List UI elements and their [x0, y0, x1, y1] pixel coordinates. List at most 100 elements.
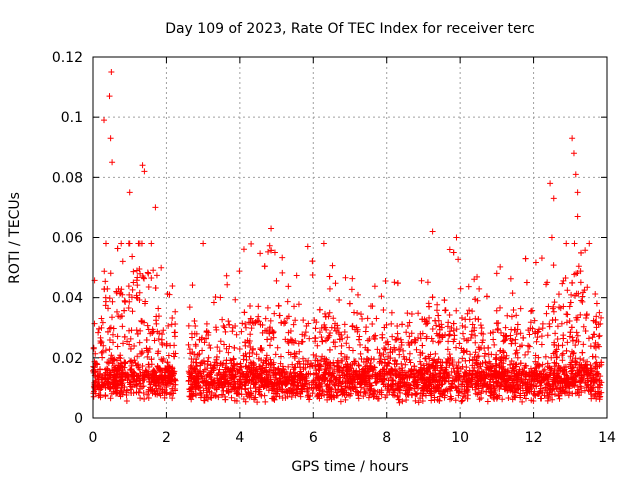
- data-point: [322, 313, 329, 320]
- data-point: [429, 338, 436, 345]
- data-point: [477, 361, 484, 368]
- data-point: [193, 356, 200, 363]
- data-point: [99, 319, 106, 326]
- data-point: [295, 358, 302, 365]
- data-point: [478, 368, 485, 375]
- data-point: [92, 379, 99, 386]
- data-point: [443, 386, 450, 393]
- data-point: [382, 277, 389, 284]
- data-point: [338, 342, 345, 349]
- data-point: [450, 338, 457, 345]
- data-point: [592, 360, 599, 367]
- data-point: [266, 342, 273, 349]
- data-point: [464, 377, 471, 384]
- data-point: [374, 346, 381, 353]
- data-point: [494, 394, 501, 401]
- data-point: [410, 374, 417, 381]
- data-point: [159, 357, 166, 364]
- data-point: [125, 283, 132, 290]
- data-point: [106, 325, 113, 332]
- data-point: [562, 364, 569, 371]
- data-point: [534, 375, 541, 382]
- data-point: [436, 381, 443, 388]
- data-point: [490, 336, 497, 343]
- data-point: [577, 268, 584, 275]
- data-point: [583, 315, 590, 322]
- data-point: [229, 367, 236, 374]
- data-point: [508, 313, 515, 320]
- data-point: [328, 324, 335, 331]
- data-point: [544, 360, 551, 367]
- data-point: [311, 317, 318, 324]
- data-point: [459, 378, 466, 385]
- data-point: [341, 329, 348, 336]
- data-point: [278, 319, 285, 326]
- data-point: [512, 389, 519, 396]
- data-point: [289, 361, 296, 368]
- data-point: [544, 332, 551, 339]
- data-point: [106, 295, 113, 302]
- data-point: [268, 225, 275, 232]
- data-point: [536, 389, 543, 396]
- data-point: [388, 377, 395, 384]
- data-point: [417, 330, 424, 337]
- data-point: [334, 363, 341, 370]
- data-point: [151, 337, 158, 344]
- data-point: [569, 382, 576, 389]
- data-point: [210, 299, 217, 306]
- data-point: [477, 322, 484, 329]
- data-point: [326, 378, 333, 385]
- data-point: [331, 381, 338, 388]
- data-point: [514, 372, 521, 379]
- data-point: [491, 370, 498, 377]
- data-point: [439, 334, 446, 341]
- data-point: [134, 353, 141, 360]
- data-point: [324, 362, 331, 369]
- data-point: [289, 387, 296, 394]
- data-point: [204, 365, 211, 372]
- y-tick-labels: 0 0.02 0.04 0.06 0.08 0.1 0.12: [52, 50, 83, 427]
- data-point: [446, 362, 453, 369]
- data-point: [446, 246, 453, 253]
- data-point: [285, 363, 292, 370]
- axis-ticks: [92, 56, 608, 419]
- data-point: [531, 388, 538, 395]
- data-point: [497, 304, 504, 311]
- data-point: [326, 392, 333, 399]
- data-point: [423, 333, 430, 340]
- data-point: [391, 279, 398, 286]
- data-point: [291, 303, 298, 310]
- data-point: [189, 393, 196, 400]
- data-point: [475, 344, 482, 351]
- data-point: [503, 378, 510, 385]
- data-point: [570, 376, 577, 383]
- data-point: [295, 340, 302, 347]
- data-point: [576, 378, 583, 385]
- data-point: [349, 275, 356, 282]
- data-point: [478, 324, 485, 331]
- data-point: [547, 365, 554, 372]
- data-point: [203, 373, 210, 380]
- data-point: [431, 396, 438, 403]
- data-point: [144, 269, 151, 276]
- data-point: [329, 370, 336, 377]
- data-point: [592, 290, 599, 297]
- data-point: [453, 234, 460, 241]
- data-point: [586, 240, 593, 247]
- data-point: [355, 336, 362, 343]
- data-point: [532, 259, 539, 266]
- data-point: [539, 361, 546, 368]
- data-point: [201, 394, 208, 401]
- data-point: [171, 353, 178, 360]
- data-point: [114, 343, 121, 350]
- data-point: [163, 340, 170, 347]
- data-point: [427, 379, 434, 386]
- data-point: [555, 392, 562, 399]
- data-point: [154, 391, 161, 398]
- data-point: [102, 240, 109, 247]
- data-point: [560, 367, 567, 374]
- data-point: [578, 297, 585, 304]
- data-point: [343, 363, 350, 370]
- data-point: [361, 389, 368, 396]
- data-point: [502, 324, 509, 331]
